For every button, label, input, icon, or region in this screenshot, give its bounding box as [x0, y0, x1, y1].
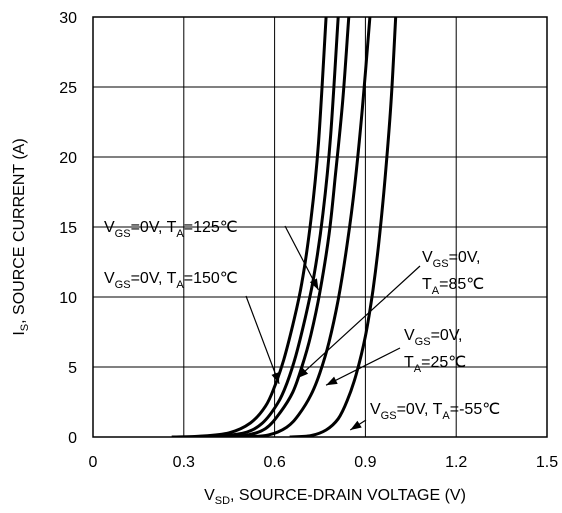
annotation-text: A — [176, 279, 184, 291]
annotation-text: T — [404, 354, 414, 371]
y-tick-label: 20 — [59, 150, 77, 167]
annotation-arrow-150C — [245, 295, 280, 385]
annotation-text: V — [104, 270, 115, 287]
annotation-arrows — [245, 225, 421, 431]
y-tick-label: 25 — [59, 80, 77, 97]
y-tick-label: 5 — [68, 360, 77, 377]
annotation-text: GS — [115, 279, 131, 291]
annotation-label-85C: VGS=0V, — [422, 249, 480, 270]
x-axis-title: VSD, SOURCE-DRAIN VOLTAGE (V) — [204, 487, 466, 507]
annotation-text: A — [432, 285, 440, 297]
y-tick-label: 10 — [59, 290, 77, 307]
annotation-label-150C: VGS=0V, TA=150℃ — [104, 270, 238, 291]
annotation-arrow-85C — [296, 265, 421, 379]
x-tick-labels: 0 0.3 0.6 0.9 1.2 1.5 — [89, 454, 559, 471]
annotation-text: GS — [115, 228, 131, 240]
annotation-arrow-125C — [284, 225, 320, 291]
x-axis-title-main: V — [204, 487, 215, 504]
y-axis-title-sub: S — [19, 324, 31, 331]
x-tick-label: 0.9 — [354, 454, 376, 471]
x-tick-label: 0 — [89, 454, 98, 471]
annotation-text: =0V, — [431, 327, 463, 344]
annotation-text: =-55℃ — [450, 401, 500, 418]
annotation-text: V — [370, 401, 381, 418]
annotation-arrowhead-125C — [309, 278, 319, 290]
annotation-label-25C: VGS=0V, — [404, 327, 462, 348]
annotation-arrowhead-25C — [326, 376, 338, 386]
series-line--55C — [289, 16, 398, 437]
series-line-85C — [214, 16, 351, 437]
x-axis-title-rest: , SOURCE-DRAIN VOLTAGE (V) — [230, 487, 466, 504]
annotation-text: =0V, — [449, 249, 481, 266]
y-tick-labels: 0 5 10 15 20 25 30 — [59, 10, 77, 447]
annotation-arrowhead--55C — [350, 420, 362, 430]
annotation-text: GS — [381, 410, 397, 422]
annotation-label-85C: TA=85℃ — [422, 276, 484, 297]
annotation-text: =25℃ — [421, 354, 466, 371]
y-tick-label: 30 — [59, 10, 77, 27]
annotation-arrow-25C — [325, 347, 401, 386]
annotation-text: =85℃ — [439, 276, 484, 293]
annotation-text: V — [104, 219, 115, 236]
y-axis-title-main: I — [11, 331, 28, 335]
annotation-text: V — [404, 327, 415, 344]
annotation-label-25C: TA=25℃ — [404, 354, 466, 375]
x-tick-label: 1.5 — [536, 454, 558, 471]
series-line-150C — [171, 16, 328, 437]
annotation-text: A — [176, 228, 184, 240]
annotation-text: =0V, T — [397, 401, 443, 418]
plot-frame — [92, 16, 548, 438]
x-tick-label: 0.6 — [263, 454, 285, 471]
annotation-text: T — [422, 276, 432, 293]
y-axis-title: IS, SOURCE CURRENT (A) — [11, 138, 31, 335]
annotation-text: A — [414, 363, 422, 375]
annotation-text: =150℃ — [184, 270, 238, 287]
annotation-label-125C: VGS=0V, TA=125℃ — [104, 219, 238, 240]
annotation-arrowhead-150C — [271, 372, 280, 384]
annotation-label--55C: VGS=0V, TA=-55℃ — [370, 401, 500, 422]
y-tick-label: 0 — [68, 430, 77, 447]
annotation-text: =0V, T — [131, 219, 177, 236]
x-axis-title-sub: SD — [215, 495, 230, 507]
y-tick-label: 15 — [59, 220, 77, 237]
annotation-arrowhead-85C — [297, 367, 309, 379]
annotation-text: A — [442, 410, 450, 422]
annotation-text: =125℃ — [184, 219, 238, 236]
series-line-125C — [183, 16, 340, 437]
y-axis-title-rest: , SOURCE CURRENT (A) — [11, 138, 28, 324]
annotation-text: V — [422, 249, 433, 266]
annotation-text: GS — [415, 336, 431, 348]
annotation-text: =0V, T — [131, 270, 177, 287]
x-tick-label: 0.3 — [173, 454, 195, 471]
annotation-text: GS — [433, 258, 449, 270]
x-tick-label: 1.2 — [445, 454, 467, 471]
